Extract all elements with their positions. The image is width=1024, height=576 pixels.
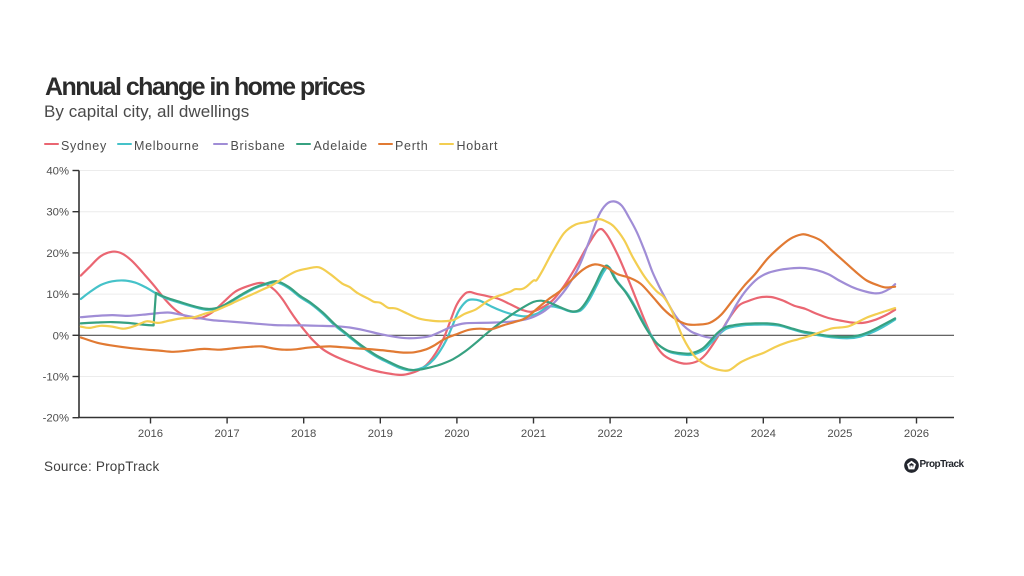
svg-text:-20%: -20% (43, 413, 69, 425)
svg-text:2022: 2022 (598, 428, 623, 440)
svg-text:2024: 2024 (751, 428, 776, 440)
svg-text:2018: 2018 (291, 428, 316, 440)
svg-text:2016: 2016 (138, 428, 163, 440)
svg-text:30%: 30% (46, 207, 69, 219)
svg-text:2020: 2020 (444, 428, 469, 440)
svg-text:2025: 2025 (827, 428, 852, 440)
svg-text:40%: 40% (46, 166, 69, 178)
svg-text:2017: 2017 (215, 428, 240, 440)
svg-text:10%: 10% (46, 289, 69, 301)
svg-text:0%: 0% (53, 330, 69, 342)
svg-text:-10%: -10% (43, 372, 69, 384)
svg-text:2026: 2026 (904, 428, 929, 440)
svg-text:2023: 2023 (674, 428, 699, 440)
svg-text:2019: 2019 (368, 428, 393, 440)
svg-text:2021: 2021 (521, 428, 546, 440)
svg-text:20%: 20% (46, 248, 69, 260)
